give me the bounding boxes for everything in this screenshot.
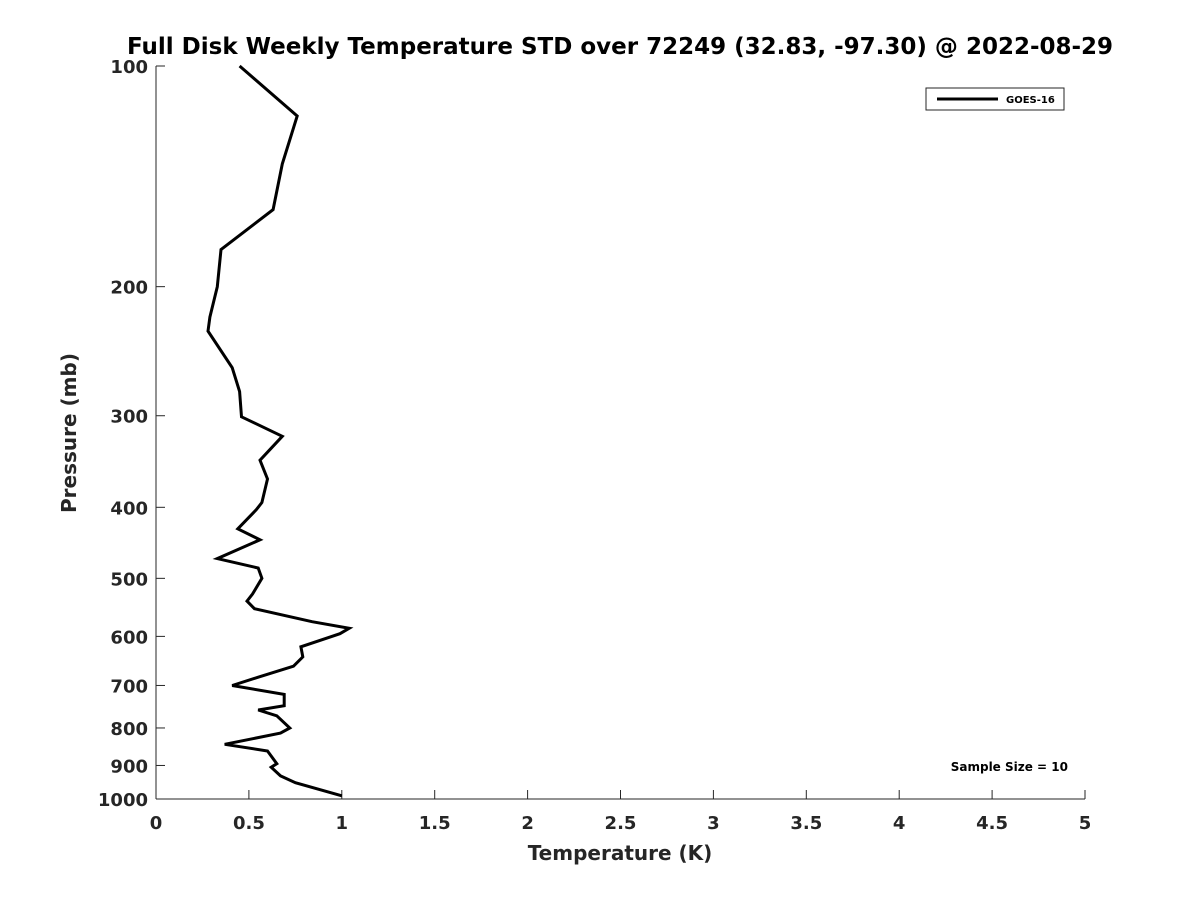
- x-tick-label: 3: [707, 813, 720, 834]
- y-tick-label: 400: [110, 498, 148, 519]
- y-tick-label: 500: [110, 569, 148, 590]
- x-tick-label: 2: [521, 813, 534, 834]
- chart-title: Full Disk Weekly Temperature STD over 72…: [127, 34, 1113, 60]
- sample-size-annotation: Sample Size = 10: [951, 760, 1068, 774]
- y-tick-label: 700: [110, 676, 148, 697]
- x-tick-label: 0: [150, 813, 163, 834]
- y-tick-label: 100: [110, 57, 148, 78]
- x-tick-label: 4.5: [976, 813, 1008, 834]
- x-tick-label: 2.5: [605, 813, 637, 834]
- series-line-goes-16: [206, 64, 354, 798]
- y-axis-ticks: 100 200 300 400 500 600 700 800 900 1000: [98, 57, 165, 811]
- x-tick-label: 4: [893, 813, 906, 834]
- x-tick-label: 1.5: [419, 813, 451, 834]
- y-tick-label: 200: [110, 278, 148, 299]
- y-tick-label: 900: [110, 756, 148, 777]
- x-tick-label: 3.5: [790, 813, 822, 834]
- legend: GOES-16: [925, 87, 1065, 111]
- x-tick-label: 0.5: [233, 813, 265, 834]
- x-axis-ticks: 0 0.5 1 1.5 2 2.5 3 3.5 4 4.5 5: [150, 790, 1092, 834]
- x-tick-label: 1: [336, 813, 349, 834]
- x-tick-label: 5: [1079, 813, 1092, 834]
- y-tick-label: 800: [110, 719, 148, 740]
- y-axis-label: Pressure (mb): [57, 353, 81, 513]
- x-axis-label: Temperature (K): [528, 841, 713, 865]
- y-tick-label: 600: [110, 627, 148, 648]
- plot-area: [156, 66, 1085, 799]
- y-tick-label: 1000: [98, 790, 148, 811]
- y-tick-label: 300: [110, 407, 148, 428]
- legend-entry-goes-16: GOES-16: [1006, 95, 1055, 106]
